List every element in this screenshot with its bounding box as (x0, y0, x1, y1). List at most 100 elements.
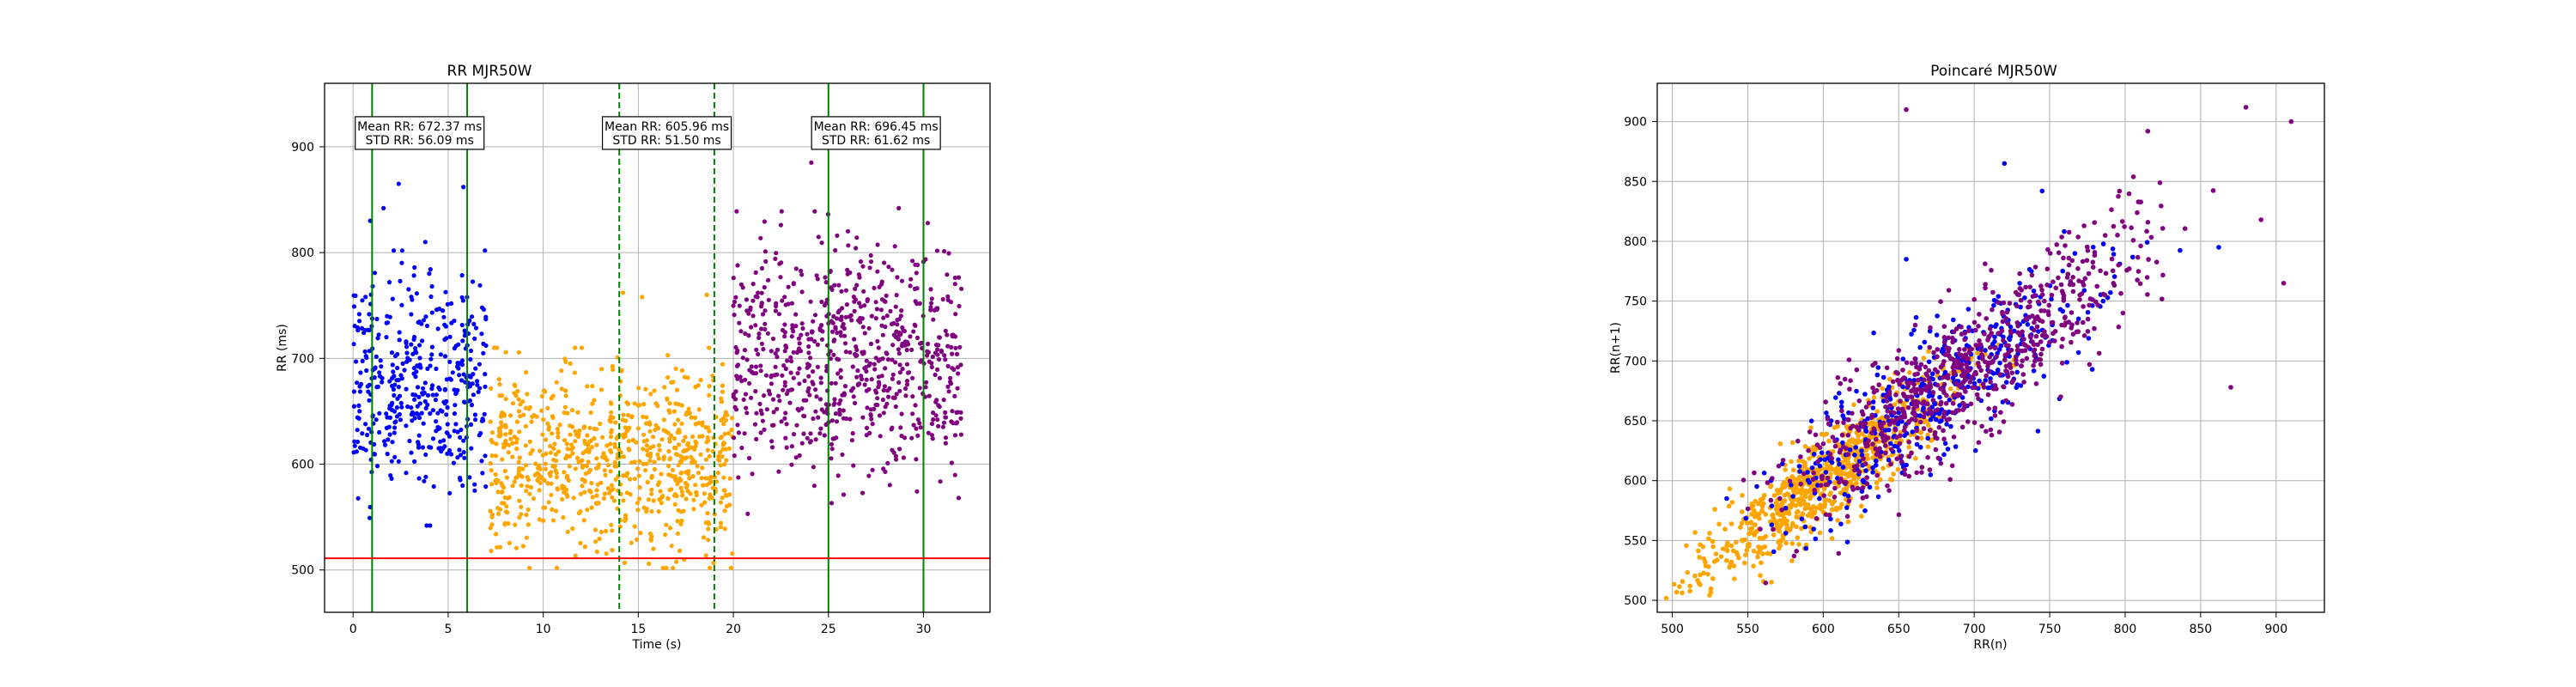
data-point (2045, 246, 2050, 252)
data-point (1873, 446, 1878, 452)
data-point (1720, 546, 1726, 551)
data-point (502, 522, 507, 527)
data-point (775, 347, 781, 352)
data-point (2089, 367, 2095, 372)
data-point (1959, 362, 1965, 368)
data-point (2081, 333, 2087, 338)
data-point (2138, 243, 2143, 249)
data-point (1776, 539, 1781, 545)
data-point (1700, 544, 1706, 550)
data-point (725, 412, 730, 417)
data-point (679, 458, 684, 463)
data-point (1927, 406, 1932, 412)
x-tick-label: 15 (630, 623, 646, 636)
data-point (443, 289, 448, 295)
data-point (835, 473, 841, 478)
data-point (809, 160, 814, 165)
data-point (1886, 376, 1893, 382)
data-point (805, 331, 810, 337)
data-point (1817, 463, 1823, 469)
data-point (1912, 322, 1918, 328)
data-point (762, 308, 768, 313)
data-point (854, 374, 860, 380)
data-point (1695, 578, 1700, 583)
data-point (1897, 441, 1903, 447)
data-point (1930, 398, 1936, 403)
data-point (720, 495, 725, 501)
data-point (1757, 535, 1763, 541)
data-point (2053, 285, 2058, 291)
data-point (720, 447, 726, 452)
data-point (689, 445, 694, 450)
data-point (823, 275, 828, 280)
data-point (818, 375, 823, 380)
data-point (512, 382, 517, 387)
data-point (530, 447, 535, 453)
data-point (442, 401, 447, 406)
data-point (407, 357, 412, 362)
data-point (924, 380, 929, 385)
data-point (571, 495, 576, 501)
data-point (689, 454, 694, 459)
data-point (2052, 329, 2058, 334)
data-point (1858, 421, 1863, 426)
data-point (573, 345, 578, 350)
right-x-axis-label: RR(n) (1973, 638, 2007, 652)
data-point (1902, 433, 1907, 439)
data-point (1955, 358, 1960, 364)
data-point (1985, 392, 1991, 398)
data-point (605, 486, 611, 491)
data-point (570, 526, 575, 532)
data-point (413, 374, 418, 380)
data-point (534, 414, 539, 419)
data-point (923, 257, 928, 262)
data-point (1841, 420, 1846, 426)
data-point (1943, 401, 1949, 406)
data-point (399, 248, 404, 253)
data-point (535, 477, 540, 483)
data-point (2148, 234, 2154, 240)
x-tick-label: 10 (536, 623, 551, 636)
data-point (538, 475, 543, 480)
data-point (609, 410, 614, 415)
data-point (909, 435, 914, 441)
data-point (379, 364, 384, 369)
data-point (2027, 284, 2032, 290)
data-point (1883, 404, 1888, 410)
data-point (543, 505, 548, 510)
data-point (1953, 409, 1959, 415)
data-point (597, 536, 602, 542)
data-point (1935, 435, 1940, 441)
data-point (2067, 282, 2073, 288)
data-point (659, 495, 665, 501)
data-point (676, 402, 681, 407)
data-point (392, 454, 398, 459)
data-point (580, 465, 586, 471)
data-point (588, 489, 593, 495)
data-point (481, 350, 486, 356)
data-point (399, 404, 404, 410)
data-point (1706, 536, 1711, 542)
data-point (467, 398, 473, 404)
data-point (854, 235, 860, 240)
data-point (477, 386, 483, 391)
data-point (2036, 356, 2042, 362)
annotation-box: Mean RR: 672.37 ms STD RR: 56.09 ms (355, 116, 485, 150)
data-point (665, 353, 671, 358)
data-point (502, 495, 507, 501)
data-point (1977, 338, 1982, 344)
data-point (685, 375, 690, 380)
data-point (1953, 326, 1959, 331)
data-point (1898, 398, 1903, 404)
data-point (926, 341, 931, 347)
data-point (1768, 484, 1773, 489)
data-point (1970, 385, 1975, 391)
data-point (707, 345, 712, 350)
data-point (422, 240, 428, 245)
data-point (757, 401, 762, 406)
data-point (627, 425, 632, 430)
data-point (841, 492, 847, 497)
x-tick-label: 0 (349, 623, 357, 636)
data-point (881, 387, 886, 393)
data-point (742, 348, 748, 353)
